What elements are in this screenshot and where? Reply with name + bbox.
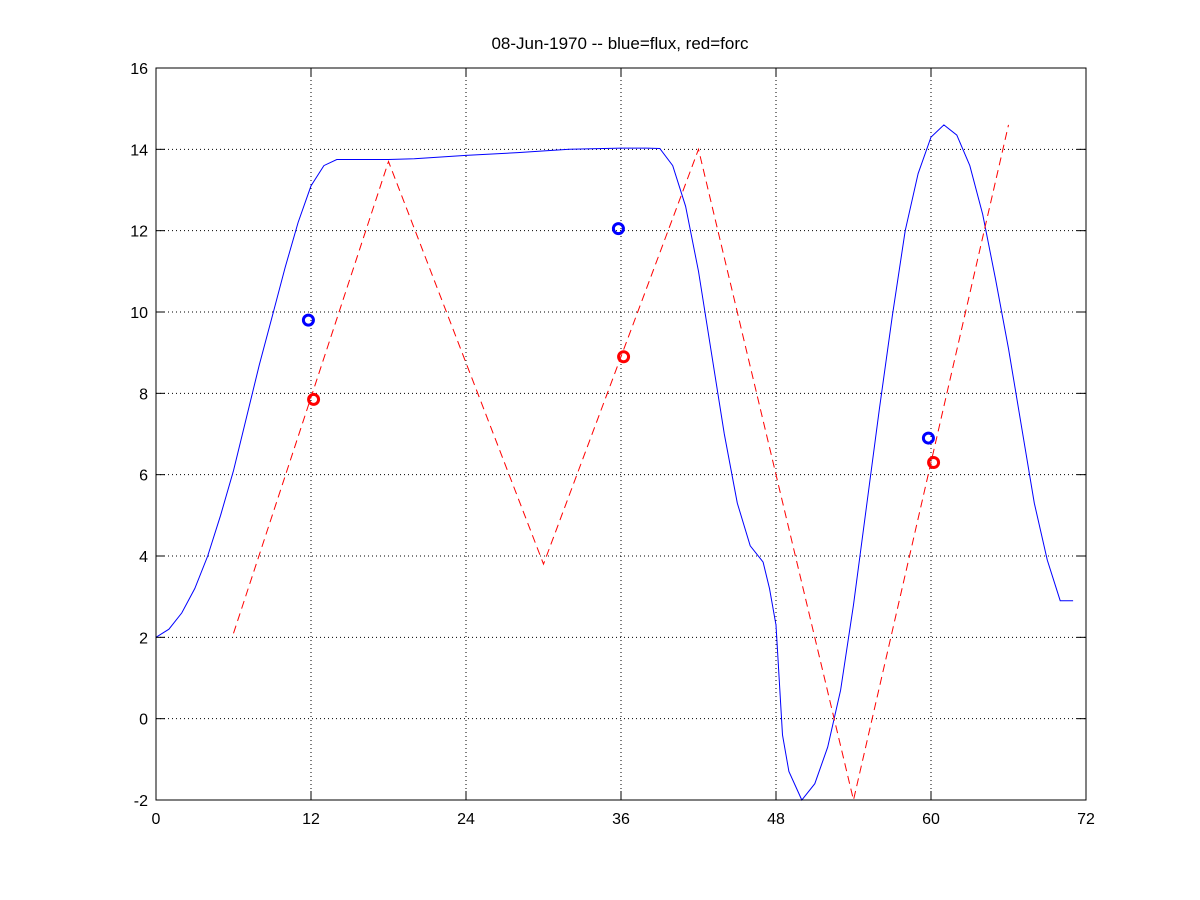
ticks (155, 67, 1087, 801)
forc-marker (307, 392, 321, 406)
chart-title: 08-Jun-1970 -- blue=flux, red=forc (491, 34, 749, 53)
x-tick-label: 24 (457, 811, 475, 828)
series-layer (155, 124, 1074, 801)
forc-marker (927, 455, 941, 469)
flux-series-line (155, 124, 1074, 801)
y-tick-label: 12 (130, 224, 148, 241)
y-tick-label: 2 (139, 630, 148, 647)
flux-marker (611, 222, 625, 236)
flux-marker (921, 431, 935, 445)
x-tick-label: 12 (302, 811, 320, 828)
x-tick-label: 60 (922, 811, 940, 828)
x-tick-label: 36 (612, 811, 630, 828)
y-tick-label: -2 (134, 793, 148, 810)
y-tick-label: 0 (139, 712, 148, 729)
x-tick-label: 72 (1077, 811, 1095, 828)
flux-marker (301, 313, 315, 327)
grid (156, 68, 1086, 800)
y-tick-label: 14 (130, 142, 148, 159)
x-tick-label: 0 (152, 811, 161, 828)
y-tick-label: 16 (130, 61, 148, 78)
y-tick-label: 6 (139, 468, 148, 485)
x-tick-label: 48 (767, 811, 785, 828)
y-tick-label: 4 (139, 549, 148, 566)
forc-marker (617, 350, 631, 364)
forc-series-line (233, 124, 1009, 801)
marker-layer (301, 222, 941, 469)
y-tick-label: 10 (130, 305, 148, 322)
y-tick-label: 8 (139, 386, 148, 403)
